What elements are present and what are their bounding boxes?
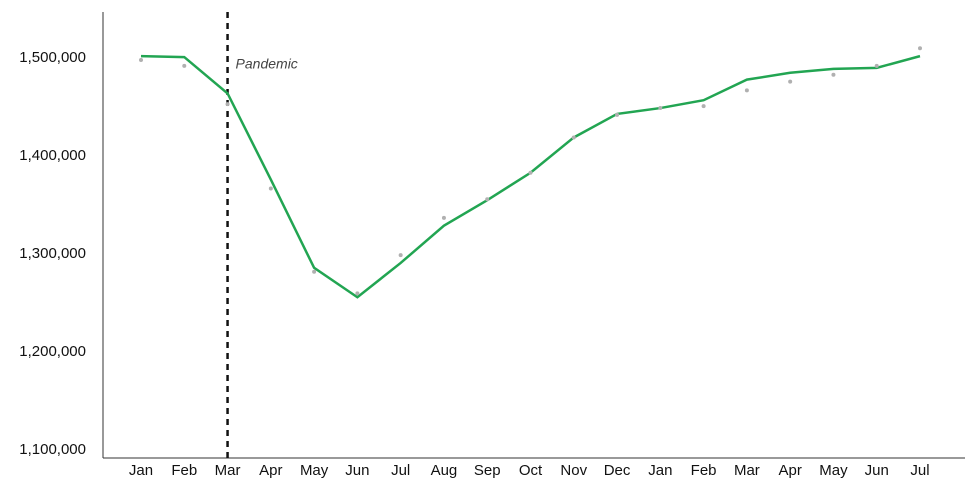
x-tick-label: Apr bbox=[778, 462, 801, 479]
y-tick-label: 1,100,000 bbox=[19, 441, 86, 458]
point bbox=[788, 79, 793, 84]
line bbox=[140, 54, 921, 299]
x-tick-label: Jun bbox=[345, 462, 369, 479]
x-tick-label: Sep bbox=[474, 462, 501, 479]
point bbox=[831, 72, 836, 77]
point bbox=[874, 63, 879, 68]
x-tick-label: Jan bbox=[648, 462, 672, 479]
x-tick-label: Oct bbox=[519, 462, 543, 479]
point bbox=[225, 102, 230, 107]
point bbox=[441, 215, 446, 220]
y-tick-label: 1,200,000 bbox=[19, 343, 86, 360]
point bbox=[528, 170, 533, 175]
point bbox=[744, 88, 749, 93]
point bbox=[658, 106, 663, 111]
x-tick-label: Feb bbox=[171, 462, 197, 479]
y-tick-label: 1,400,000 bbox=[19, 147, 86, 164]
point bbox=[268, 186, 273, 191]
point bbox=[355, 291, 360, 296]
y-tick-label: 1,300,000 bbox=[19, 245, 86, 262]
point bbox=[398, 253, 403, 258]
x-tick-label: Jan bbox=[129, 462, 153, 479]
x-tick-label: Apr bbox=[259, 462, 282, 479]
x-tick-label: Mar bbox=[215, 462, 241, 479]
x-tick-label: Nov bbox=[560, 462, 587, 479]
point bbox=[139, 58, 143, 63]
x-tick-label: Mar bbox=[734, 462, 760, 479]
point bbox=[182, 63, 187, 68]
x-tick-label: May bbox=[300, 462, 329, 479]
point bbox=[312, 269, 317, 274]
point bbox=[485, 197, 490, 202]
point bbox=[615, 112, 620, 117]
x-tick-label: Aug bbox=[431, 462, 458, 479]
x-tick-label: Feb bbox=[691, 462, 717, 479]
y-tick-label: 1,500,000 bbox=[19, 49, 86, 66]
point bbox=[918, 46, 922, 51]
x-tick-label: Dec bbox=[604, 462, 631, 479]
point bbox=[701, 104, 706, 109]
annotation: Pandemic bbox=[236, 56, 298, 72]
x-tick-label: Jul bbox=[391, 462, 410, 479]
x-tick-label: May bbox=[819, 462, 848, 479]
x-tick-label: Jul bbox=[910, 462, 929, 479]
x-tick-label: Jun bbox=[865, 462, 889, 479]
point bbox=[571, 135, 576, 140]
